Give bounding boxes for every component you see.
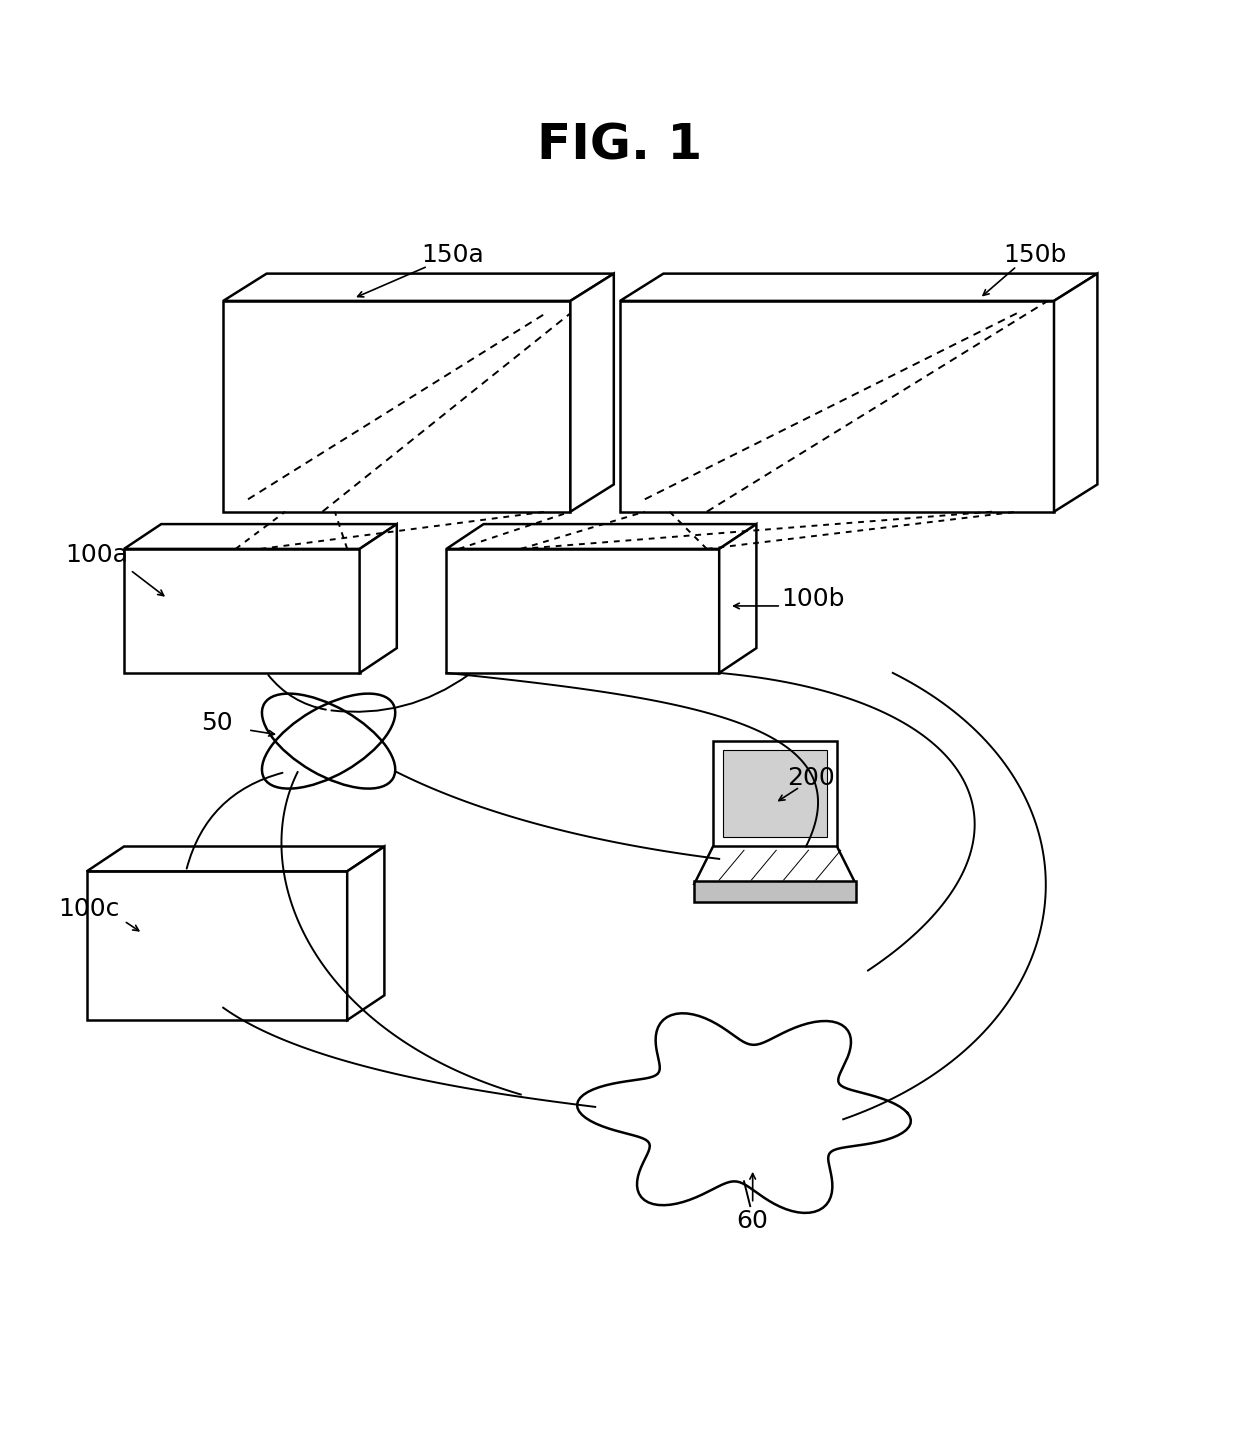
Polygon shape [87, 871, 347, 1020]
Text: 50: 50 [201, 711, 233, 734]
Text: 100b: 100b [781, 587, 844, 610]
Polygon shape [620, 273, 1097, 301]
Polygon shape [1054, 273, 1097, 512]
Text: 150b: 150b [1003, 243, 1068, 267]
Polygon shape [360, 525, 397, 673]
Text: FIG. 1: FIG. 1 [537, 121, 703, 171]
Text: 100a: 100a [66, 543, 128, 566]
Polygon shape [223, 301, 570, 512]
Polygon shape [723, 750, 827, 837]
Polygon shape [570, 273, 614, 512]
Polygon shape [223, 273, 614, 301]
Polygon shape [124, 549, 360, 673]
Polygon shape [713, 741, 837, 847]
Polygon shape [694, 847, 856, 884]
Text: 200: 200 [787, 766, 836, 790]
Polygon shape [719, 525, 756, 673]
Text: 100c: 100c [58, 896, 120, 920]
Polygon shape [87, 847, 384, 871]
Text: 60: 60 [737, 1209, 769, 1233]
Polygon shape [446, 549, 719, 673]
Polygon shape [347, 847, 384, 1020]
Polygon shape [577, 1013, 911, 1212]
Polygon shape [124, 525, 397, 549]
Polygon shape [446, 525, 756, 549]
Text: 150a: 150a [422, 243, 484, 267]
Polygon shape [620, 301, 1054, 512]
Polygon shape [694, 881, 856, 902]
